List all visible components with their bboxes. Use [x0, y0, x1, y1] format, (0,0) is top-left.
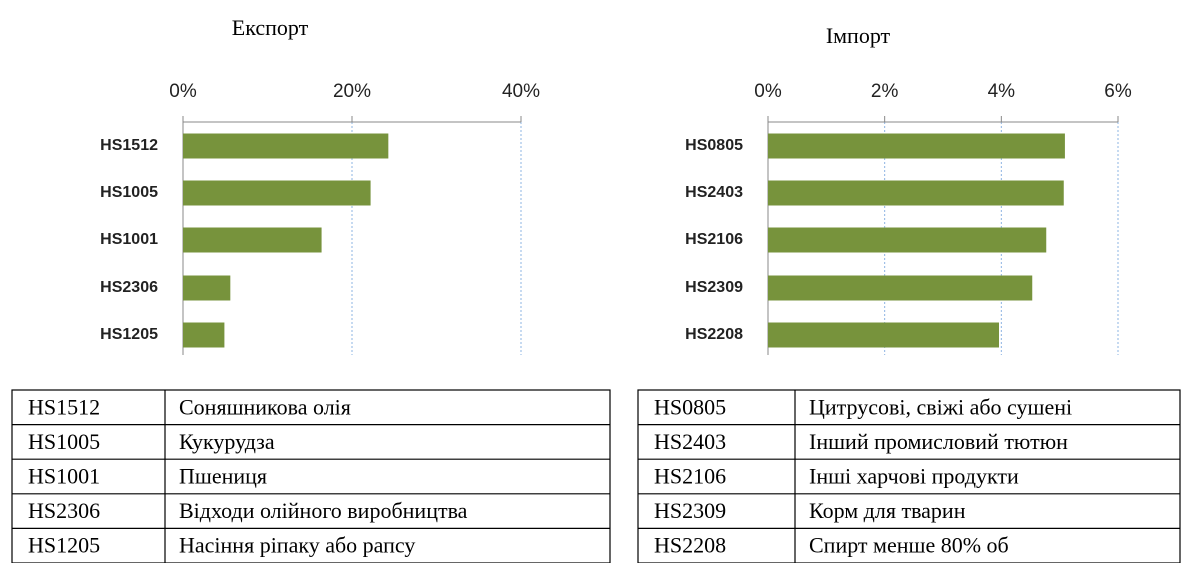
y-tick-label: HS1001 [100, 231, 158, 248]
y-tick-label: HS1512 [100, 137, 158, 154]
table-cell: Насіння ріпаку або рапсу [179, 533, 415, 558]
table-cell: HS1005 [28, 429, 100, 454]
table-cell: HS2208 [654, 533, 726, 558]
table-cell: HS2306 [28, 498, 100, 523]
table-cell: HS2106 [654, 464, 726, 489]
table-cell: Цитрусові, свіжі або сушені [809, 394, 1072, 419]
table-cell: Спирт менше 80% об [809, 533, 1009, 558]
y-tick-label: HS1005 [100, 184, 158, 201]
table-cell: HS1001 [28, 464, 100, 489]
x-tick-label: 0% [754, 81, 782, 102]
table-cell: HS1512 [28, 394, 100, 419]
y-tick-label: HS2106 [685, 231, 743, 248]
bar [183, 275, 231, 301]
bar [183, 227, 322, 253]
y-tick-label: HS2306 [100, 279, 158, 296]
bar [183, 322, 225, 348]
table-cell: Корм для тварин [809, 498, 966, 523]
x-tick-label: 0% [169, 81, 197, 102]
table-border [11, 389, 611, 563]
x-tick-label: 20% [333, 81, 371, 102]
x-tick-label: 6% [1104, 81, 1132, 102]
table-cell: Кукурудза [179, 429, 275, 454]
bar [768, 322, 999, 348]
bar [183, 180, 371, 206]
y-tick-label: HS2208 [685, 326, 743, 343]
chart-title: Імпорт [826, 23, 891, 48]
table-cell: Соняшникова олія [179, 394, 351, 419]
bar [768, 133, 1065, 159]
table-cell: Пшениця [179, 464, 267, 489]
bar [768, 275, 1033, 301]
y-tick-label: HS2403 [685, 184, 743, 201]
y-tick-label: HS2309 [685, 279, 743, 296]
table-cell: Відходи олійного виробництва [179, 498, 468, 523]
table-cell: Інші харчові продукти [809, 464, 1019, 489]
x-tick-label: 2% [871, 81, 899, 102]
table-cell: HS1205 [28, 533, 100, 558]
table-border [637, 389, 1181, 563]
table-cell: HS2403 [654, 429, 726, 454]
table-cell: HS0805 [654, 394, 726, 419]
bar [768, 180, 1064, 206]
y-tick-label: HS1205 [100, 326, 158, 343]
chart-title: Експорт [232, 15, 309, 40]
table-cell: Інший промисловий тютюн [809, 429, 1068, 454]
x-tick-label: 40% [502, 81, 540, 102]
y-tick-label: HS0805 [685, 137, 743, 154]
bar [183, 133, 389, 159]
table-cell: HS2309 [654, 498, 726, 523]
x-tick-label: 4% [988, 81, 1016, 102]
bar [768, 227, 1047, 253]
